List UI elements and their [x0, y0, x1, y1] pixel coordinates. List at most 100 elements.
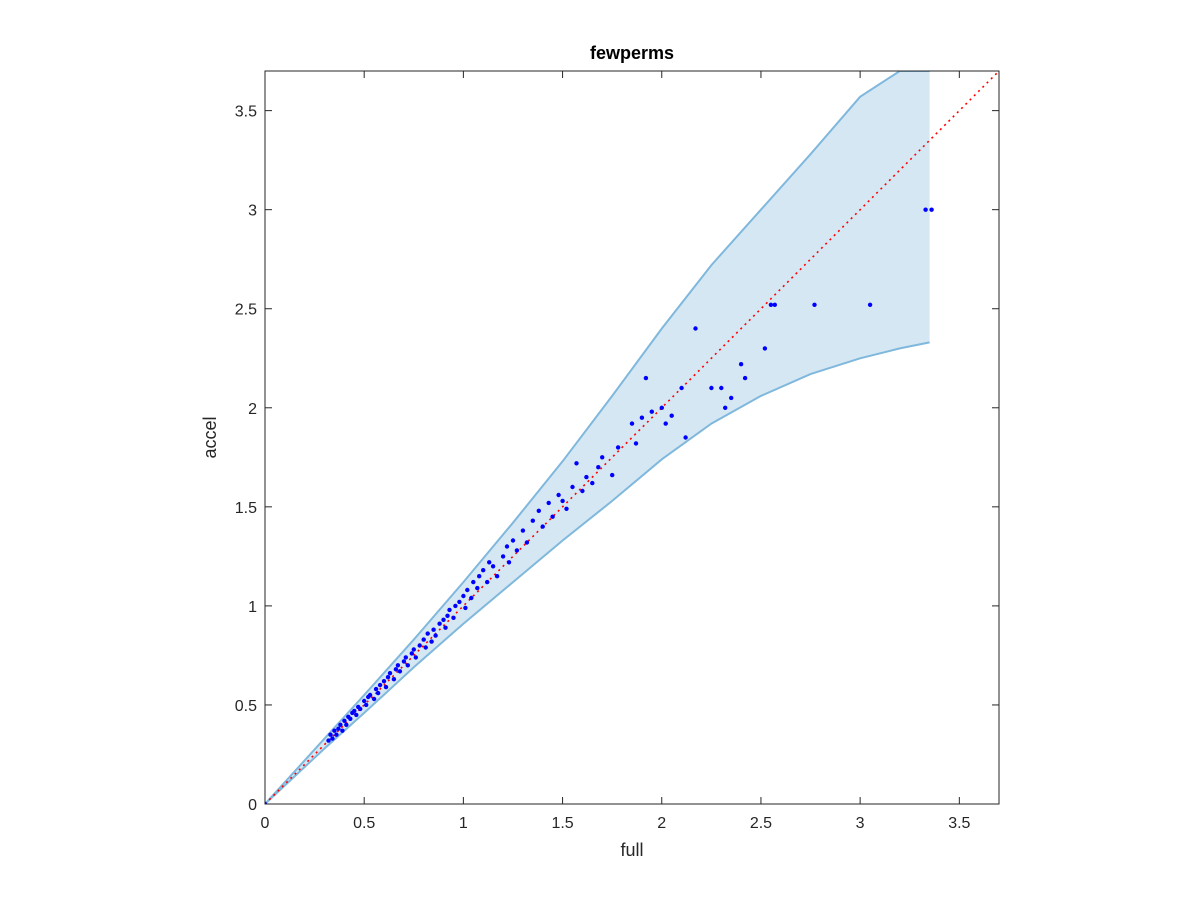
data-point: [556, 492, 561, 498]
data-point: [719, 385, 724, 391]
data-point: [762, 346, 768, 351]
data-point: [328, 732, 333, 737]
x-tick-label: 2.5: [750, 815, 772, 832]
data-point: [377, 682, 383, 688]
data-point: [923, 207, 928, 212]
data-point: [485, 579, 490, 585]
data-point: [336, 726, 341, 731]
data-point: [344, 722, 349, 727]
data-point: [375, 690, 381, 696]
data-point: [520, 528, 526, 533]
data-point: [693, 326, 698, 331]
data-point: [867, 302, 873, 307]
x-tick-label: 3.5: [948, 815, 970, 832]
data-point: [463, 605, 468, 611]
data-point: [510, 538, 516, 543]
data-point: [633, 441, 639, 446]
data-point: [709, 385, 714, 391]
data-point: [500, 554, 506, 559]
data-point: [425, 631, 430, 636]
data-point: [403, 655, 408, 660]
x-tick-label: 2: [657, 815, 666, 832]
data-point: [362, 698, 367, 704]
data-point: [457, 599, 462, 605]
axes-box: [264, 70, 1000, 805]
y-tick-label: 0: [248, 797, 257, 814]
data-point: [723, 405, 728, 410]
data-point: [663, 421, 668, 426]
data-point: [590, 480, 595, 486]
data-point: [433, 633, 438, 638]
data-point: [352, 708, 357, 714]
data-point: [326, 738, 331, 743]
data-point: [358, 706, 363, 712]
data-point: [490, 564, 496, 569]
x-axis-label: full: [620, 840, 643, 860]
data-point: [738, 362, 744, 367]
data-point: [929, 207, 934, 212]
data-point: [441, 617, 446, 622]
band-upper-edge: [265, 71, 930, 804]
data-point: [451, 615, 456, 620]
data-point: [504, 544, 510, 549]
data-point: [330, 736, 335, 741]
data-point: [574, 461, 579, 466]
data-point: [334, 732, 339, 737]
x-tick-label: 0: [261, 815, 270, 832]
data-point: [768, 302, 774, 307]
y-tick-label: 1.5: [235, 500, 257, 517]
data-point: [409, 651, 414, 656]
data-point: [629, 421, 635, 426]
data-point: [387, 671, 393, 676]
data-point: [481, 568, 486, 573]
y-tick-label: 2.5: [235, 302, 257, 319]
data-point: [338, 722, 343, 727]
ticks: 0 0.5 1 1.5 2 2.5 3 3.5 0 0.5 1 1.5 2 2.5 3 3.5: [235, 71, 999, 832]
data-point: [373, 686, 379, 692]
data-point: [524, 540, 530, 545]
y-tick-label: 1: [248, 599, 257, 616]
chart-title: fewperms: [590, 43, 674, 63]
data-point: [570, 484, 575, 490]
data-point: [395, 663, 401, 668]
data-point: [550, 514, 555, 519]
data-point: [742, 375, 748, 381]
data-point: [401, 659, 407, 664]
y-tick-label: 3: [248, 203, 257, 220]
data-point: [348, 716, 353, 721]
data-point: [812, 302, 817, 307]
data-point: [413, 655, 418, 660]
data-point: [643, 375, 649, 381]
data-point: [423, 645, 428, 650]
data-point: [772, 302, 777, 307]
data-point: [659, 405, 664, 410]
data-point: [729, 395, 734, 401]
data-point: [560, 498, 565, 504]
data-point: [596, 465, 601, 470]
data-point: [469, 595, 474, 601]
data-point: [405, 663, 410, 668]
data-point: [354, 712, 359, 718]
data-point: [610, 472, 615, 478]
data-point: [540, 524, 545, 529]
data-point: [494, 574, 500, 579]
y-tick-label: 0.5: [235, 698, 257, 715]
data-point: [530, 518, 535, 523]
data-point: [429, 639, 434, 644]
data-point: [564, 506, 569, 511]
band-lower-edge: [265, 341, 930, 804]
data-point: [506, 560, 512, 565]
data-point: [447, 607, 452, 613]
data-point: [487, 560, 492, 565]
data-point: [385, 675, 391, 680]
data-point: [367, 692, 373, 698]
data-point: [615, 445, 621, 450]
data-point: [421, 637, 426, 642]
data-point: [265, 801, 268, 804]
data-point: [461, 593, 466, 599]
data-point: [332, 728, 337, 733]
reference-line: [265, 71, 999, 804]
data-point: [475, 585, 480, 591]
data-point: [417, 643, 422, 648]
